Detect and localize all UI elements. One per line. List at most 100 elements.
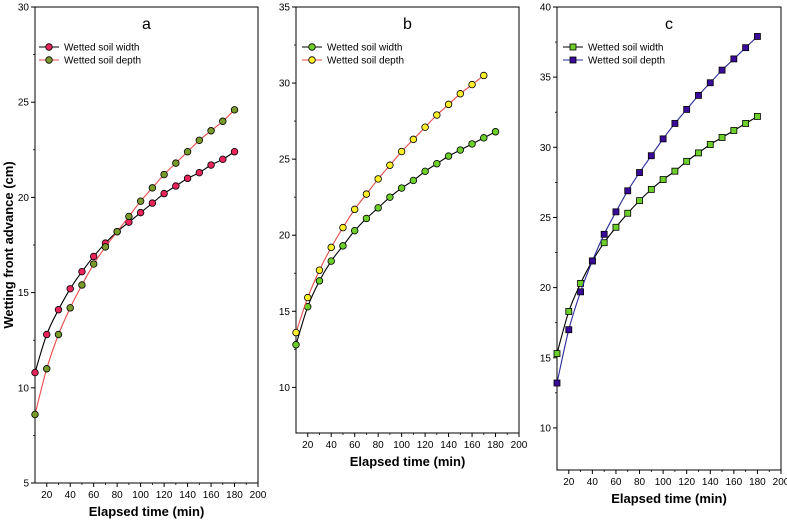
- data-point: [101, 243, 110, 251]
- data-point: [706, 79, 714, 87]
- x-tick-label: 160: [464, 440, 481, 451]
- data-point: [600, 230, 608, 238]
- data-point: [362, 190, 371, 198]
- legend-marker: [308, 56, 316, 64]
- series-wetted-soil-depth: [31, 106, 239, 419]
- series-line: [34, 151, 235, 373]
- x-tick-label: 140: [702, 477, 719, 488]
- data-point: [553, 350, 561, 357]
- panel-title: b: [403, 16, 412, 33]
- data-point: [219, 117, 227, 125]
- data-point: [612, 208, 620, 216]
- data-point: [683, 157, 691, 165]
- x-tick-label: 200: [250, 490, 267, 501]
- data-point: [89, 260, 98, 268]
- y-tick-label: 35: [279, 3, 291, 14]
- data-point: [327, 257, 335, 265]
- data-point: [66, 304, 74, 312]
- legend-label: Wetted soil width: [327, 43, 402, 54]
- data-point: [695, 91, 702, 99]
- data-point: [350, 226, 359, 235]
- series-wetted-soil-width: [31, 148, 239, 377]
- x-tick-label: 200: [773, 477, 787, 488]
- data-point: [113, 227, 121, 236]
- data-point: [612, 223, 620, 231]
- x-tick-label: 200: [511, 440, 528, 451]
- legend-item: Wetted soil width: [39, 43, 139, 54]
- data-point: [207, 161, 215, 169]
- x-tick-label: 60: [349, 440, 361, 451]
- data-point: [491, 128, 500, 136]
- data-point: [409, 176, 418, 185]
- data-point: [647, 185, 655, 193]
- data-point: [718, 66, 726, 74]
- legend-label: Wetted soil depth: [588, 56, 665, 67]
- data-point: [624, 209, 632, 217]
- data-point: [183, 174, 192, 183]
- data-point: [742, 44, 750, 52]
- data-point: [397, 147, 406, 156]
- plot-frame: [556, 6, 782, 471]
- x-tick-label: 160: [725, 477, 742, 488]
- data-point: [54, 306, 63, 314]
- data-point: [183, 148, 192, 156]
- y-tick-label: 20: [279, 231, 291, 242]
- data-point: [136, 208, 145, 217]
- data-point: [624, 187, 632, 195]
- legend-item: Wetted soil depth: [302, 56, 404, 67]
- legend-item: Wetted soil depth: [563, 56, 665, 67]
- x-tick-label: 20: [41, 490, 53, 501]
- data-point: [78, 281, 86, 289]
- figure-y-axis-label: Wetting front advance (cm): [1, 161, 16, 328]
- x-axis-label: Elapsed time (min): [89, 504, 205, 519]
- x-tick-label: 40: [65, 490, 77, 501]
- legend-label: Wetted soil width: [64, 43, 139, 54]
- chart-panel-b: 20 40 60 80 100 120 140 160 180 200 10 15 20 25 30 35 b E…: [279, 3, 528, 470]
- x-tick-label: 120: [417, 440, 434, 451]
- legend-marker: [569, 56, 577, 64]
- data-point: [219, 155, 227, 164]
- data-point: [565, 326, 573, 334]
- x-tick-label: 180: [749, 477, 766, 488]
- series-line: [295, 75, 485, 333]
- legend-item: Wetted soil depth: [39, 56, 141, 67]
- data-point: [588, 257, 596, 265]
- chart-panel-a: 20 40 60 80 100 120 140 160 180 200 5 10 15 20 25 30 a El…: [18, 3, 267, 520]
- data-point: [386, 193, 394, 201]
- data-point: [292, 341, 300, 349]
- data-point: [409, 135, 418, 144]
- data-point: [31, 410, 39, 419]
- data-point: [148, 199, 157, 207]
- data-point: [754, 113, 761, 120]
- legend-marker: [308, 43, 316, 51]
- legend-item: Wetted soil width: [563, 43, 663, 54]
- y-tick-label: 25: [540, 213, 552, 224]
- data-point: [456, 90, 465, 98]
- data-point: [362, 214, 371, 223]
- legend-marker: [45, 56, 53, 64]
- data-point: [386, 161, 394, 169]
- data-point: [292, 328, 300, 337]
- data-point: [718, 134, 726, 141]
- y-tick-label: 35: [540, 73, 552, 84]
- x-tick-label: 100: [393, 440, 410, 451]
- legend-item: Wetted soil width: [302, 43, 402, 54]
- data-point: [148, 184, 157, 192]
- legend-label: Wetted soil depth: [64, 56, 141, 67]
- y-tick-label: 25: [18, 98, 30, 109]
- data-point: [468, 80, 476, 89]
- data-point: [207, 127, 215, 135]
- data-point: [230, 106, 239, 114]
- data-point: [553, 379, 561, 387]
- data-point: [31, 368, 39, 377]
- data-point: [433, 160, 441, 168]
- x-tick-label: 100: [132, 490, 149, 501]
- panel-title: c: [665, 16, 673, 33]
- data-point: [54, 330, 63, 339]
- y-tick-label: 5: [23, 479, 29, 490]
- data-point: [636, 169, 643, 176]
- x-tick-label: 60: [610, 477, 622, 488]
- x-tick-label: 120: [678, 477, 695, 488]
- y-tick-label: 20: [18, 193, 30, 204]
